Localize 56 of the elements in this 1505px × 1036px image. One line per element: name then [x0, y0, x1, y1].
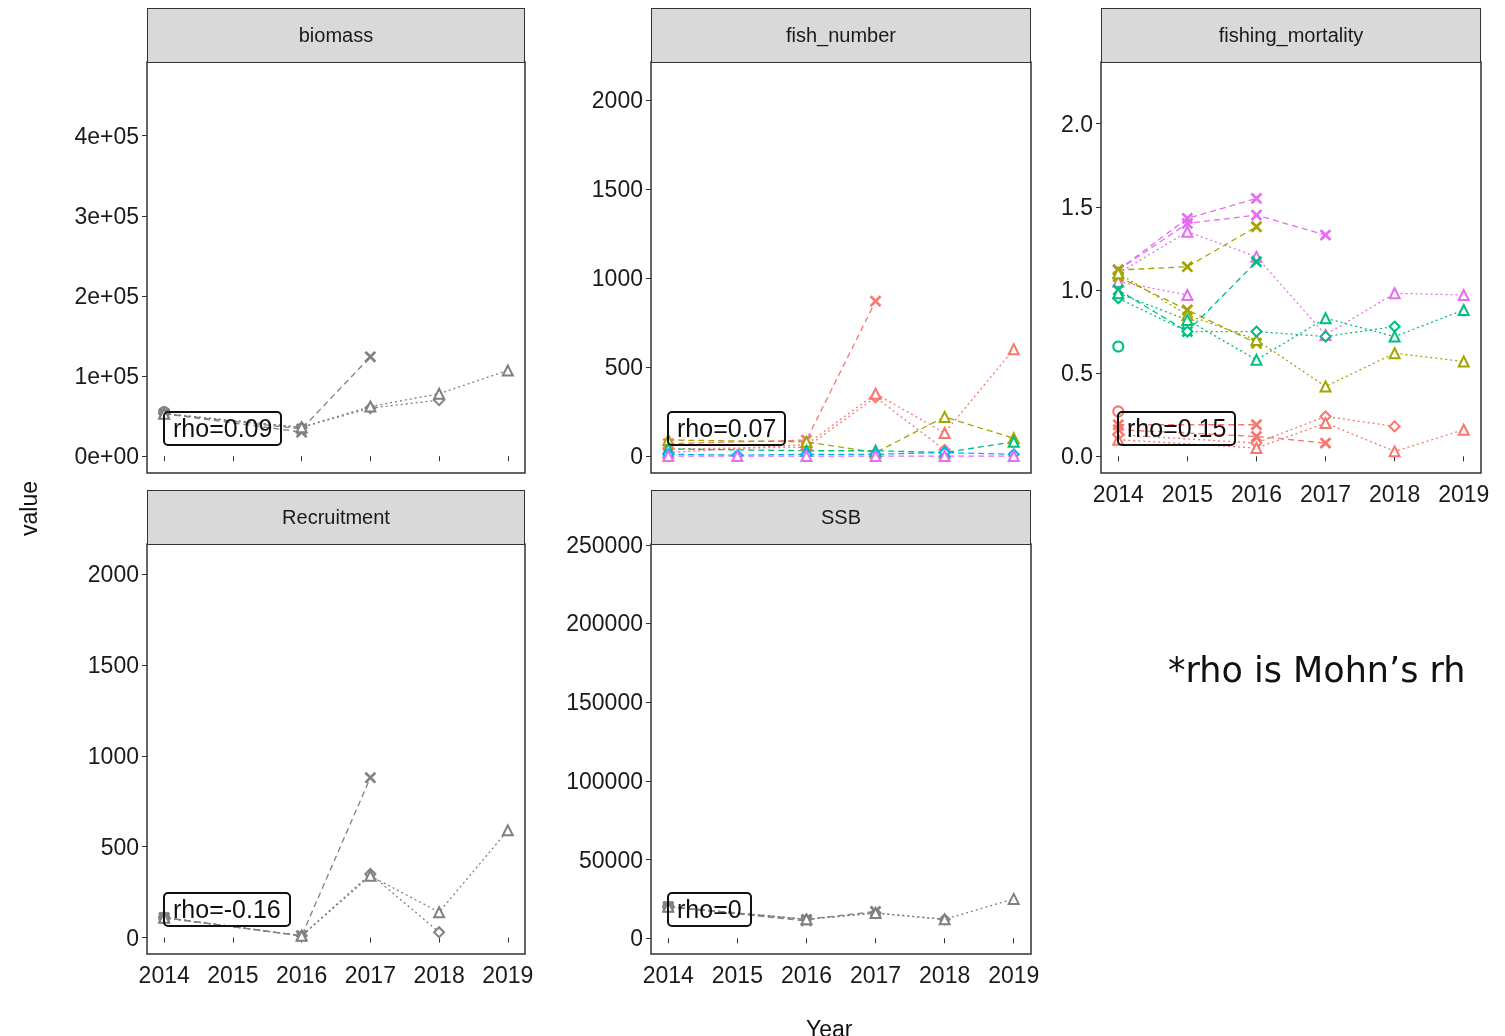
y-tick-label: 1000 — [591, 265, 643, 292]
y-tick-label: 2.0 — [1061, 110, 1093, 137]
x-tick-label: 2018 — [1369, 480, 1421, 507]
y-tick-label: 250000 — [566, 531, 643, 558]
y-tick-label: 0 — [630, 925, 643, 952]
chart-title: fishing_mortality — [1101, 8, 1481, 63]
text: *rho is Mohn’s rh — [1168, 650, 1466, 690]
x-tick-label: 2014 — [138, 961, 190, 988]
x-tick-label: 2018 — [413, 961, 465, 988]
y-tick-label: 200000 — [566, 610, 643, 637]
y-axis-title: value — [15, 481, 43, 536]
y-tick-label: 0.0 — [1061, 443, 1093, 470]
y-tick-label: 1e+05 — [74, 363, 139, 390]
x-tick-label: 2017 — [344, 961, 396, 988]
x-tick-label: 2019 — [1438, 480, 1490, 507]
chart-title: biomass — [147, 8, 525, 63]
y-tick-label: 150000 — [566, 689, 643, 716]
x-tick-label: 2014 — [642, 961, 695, 988]
annotation: rho=0 — [667, 892, 752, 927]
y-tick-label: 4e+05 — [74, 122, 139, 149]
x-tick-label: 2015 — [207, 961, 259, 988]
y-tick-label: 2000 — [591, 86, 643, 113]
x-tick-label: 2016 — [1230, 480, 1283, 507]
y-tick-label: 0 — [630, 443, 643, 470]
annotation: rho=0.09 — [163, 411, 283, 446]
chart-title: fish_number — [651, 8, 1031, 63]
y-tick-label: 2000 — [87, 561, 139, 587]
x-tick-label: 2019 — [988, 961, 1040, 988]
y-tick-label: 1.5 — [1061, 193, 1093, 220]
x-tick-label: 2018 — [919, 961, 971, 988]
y-tick-label: 50000 — [579, 846, 643, 873]
y-tick-label: 1500 — [591, 175, 643, 202]
y-tick-label: 0 — [126, 924, 139, 951]
x-tick-label: 2015 — [711, 961, 763, 988]
y-tick-label: 0e+00 — [74, 443, 139, 470]
x-tick-label: 2014 — [1092, 480, 1145, 507]
y-tick-label: 2e+05 — [74, 282, 139, 309]
annotation: rho=0.07 — [667, 411, 787, 446]
y-tick-label: 500 — [604, 354, 643, 381]
x-tick-label: 2016 — [276, 961, 328, 988]
x-tick-label: 2017 — [1299, 480, 1352, 507]
chart-title: Recruitment — [147, 490, 525, 545]
x-tick-label: 2019 — [482, 961, 534, 988]
y-tick-label: 1.0 — [1061, 276, 1093, 303]
y-tick-label: 100000 — [566, 767, 643, 794]
y-tick-label: 0.5 — [1061, 360, 1093, 387]
y-tick-label: 1000 — [87, 742, 139, 769]
y-tick-label: 1500 — [87, 651, 139, 678]
x-tick-label: 2017 — [849, 961, 902, 988]
x-tick-label: 2015 — [1161, 480, 1213, 507]
annotation: rho=-0.16 — [163, 892, 291, 927]
y-tick-label: 500 — [100, 833, 139, 860]
annotation: rho=0.15 — [1117, 411, 1237, 446]
x-tick-label: 2016 — [780, 961, 833, 988]
chart-title: SSB — [651, 490, 1031, 545]
y-tick-label: 3e+05 — [74, 202, 139, 229]
